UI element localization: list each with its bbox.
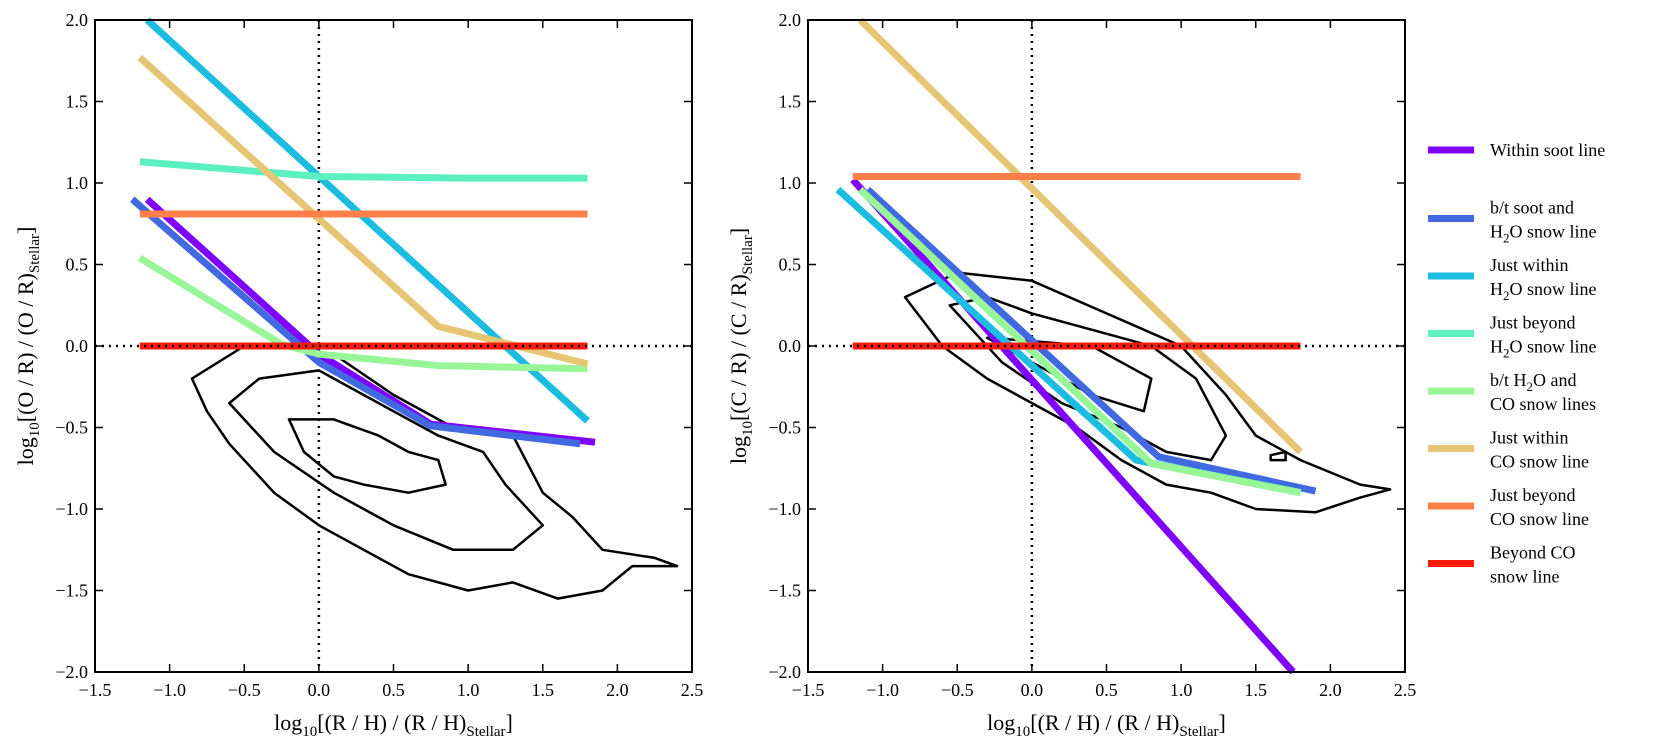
x-axis-label: log10[(R / H) / (R / H)Stellar]	[987, 710, 1226, 740]
legend-label-4-line1: b/t H2O and	[1490, 370, 1577, 394]
left-panel: −1.5 −1.0 −0.5 0.0 0.5 1.0 1.5 2.0 2.5−2.0−1.5−1…	[13, 10, 703, 740]
legend-label-5-line2: CO snow line	[1490, 452, 1589, 472]
legend-label-7-line1: Beyond CO	[1490, 543, 1576, 563]
x-tick-label: 0.5	[1095, 680, 1118, 700]
legend-label-1-line2: H2O snow line	[1490, 222, 1597, 246]
legend-label-2-line2: H2O snow line	[1490, 279, 1597, 303]
density-contour-0	[903, 271, 1392, 514]
y-axis-label: log10[(O / R) / (O / R)Stellar]	[13, 227, 43, 466]
legend-label-2-line1: Just within	[1490, 255, 1569, 275]
y-tick-label: 1.5	[66, 92, 89, 112]
x-tick-label: −1.5	[79, 680, 112, 700]
x-tick-label: 2.5	[1394, 680, 1417, 700]
y-tick-label: −1.0	[55, 499, 88, 519]
legend-label-6-line2: CO snow line	[1490, 509, 1589, 529]
legend-label-7-line2: snow line	[1490, 567, 1560, 587]
legend-label-3-line1: Just beyond	[1490, 313, 1576, 333]
legend-label-0-line1: Within soot line	[1490, 140, 1605, 160]
series-line-2	[144, 17, 590, 424]
legend-label-1-line1: b/t soot and	[1490, 198, 1574, 218]
y-tick-label: −2.0	[768, 662, 801, 682]
series-line-4	[137, 255, 588, 373]
y-tick-label: 1.0	[779, 173, 802, 193]
series-line-0	[850, 177, 1296, 675]
x-tick-label: 1.5	[1245, 680, 1268, 700]
x-tick-label: 2.0	[1319, 680, 1342, 700]
x-tick-label: 1.5	[532, 680, 555, 700]
series-line-3	[139, 158, 588, 182]
density-contour-1	[228, 369, 545, 552]
density-contour-1	[948, 295, 1228, 462]
y-tick-label: 0.0	[66, 336, 89, 356]
series-line-1	[865, 186, 1317, 495]
y-tick-label: 0.5	[66, 255, 89, 275]
y-tick-label: −1.5	[55, 581, 88, 601]
y-tick-label: −0.5	[768, 418, 801, 438]
y-tick-label: −1.5	[768, 581, 801, 601]
x-tick-label: −0.5	[941, 680, 974, 700]
x-tick-label: 0.0	[1021, 680, 1044, 700]
y-tick-label: −1.0	[768, 499, 801, 519]
x-tick-label: −1.0	[866, 680, 899, 700]
x-tick-label: 2.5	[681, 680, 704, 700]
x-axis-label: log10[(R / H) / (R / H)Stellar]	[274, 710, 513, 740]
density-contour-2	[985, 336, 1153, 413]
y-tick-label: 2.0	[66, 10, 89, 30]
density-contour-0	[190, 344, 679, 600]
series-line-5	[857, 17, 1303, 455]
right-panel: −1.5 −1.0 −0.5 0.0 0.5 1.0 1.5 2.0 2.5−2.0−1.5−1…	[726, 10, 1416, 740]
x-tick-label: 0.5	[382, 680, 405, 700]
legend-label-4-line2: CO snow lines	[1490, 394, 1596, 414]
y-tick-label: −2.0	[55, 662, 88, 682]
x-tick-label: 2.0	[606, 680, 629, 700]
series-line-4	[857, 186, 1302, 497]
x-tick-label: −1.0	[153, 680, 186, 700]
legend-label-6-line1: Just beyond	[1490, 485, 1576, 505]
x-tick-label: 1.0	[1170, 680, 1193, 700]
series-line-1	[129, 196, 581, 448]
density-contour-2	[287, 418, 447, 494]
legend: Within soot line b/t soot and H2O snow lin…	[1428, 140, 1605, 587]
y-tick-label: 1.5	[779, 92, 802, 112]
y-tick-label: 0.5	[779, 255, 802, 275]
y-axis-label: log10[(C / R) / (C / R)Stellar]	[726, 228, 756, 464]
y-tick-label: 0.0	[779, 336, 802, 356]
series-line-5	[137, 54, 589, 368]
x-tick-label: −1.5	[792, 680, 825, 700]
density-contour-3	[1269, 450, 1287, 462]
legend-label-3-line2: H2O snow line	[1490, 337, 1597, 361]
y-tick-label: −0.5	[55, 418, 88, 438]
x-tick-label: 0.0	[308, 680, 331, 700]
legend-label-5-line1: Just within	[1490, 428, 1569, 448]
y-tick-label: 2.0	[779, 10, 802, 30]
x-tick-label: 1.0	[457, 680, 480, 700]
x-tick-label: −0.5	[228, 680, 261, 700]
y-tick-label: 1.0	[66, 173, 89, 193]
